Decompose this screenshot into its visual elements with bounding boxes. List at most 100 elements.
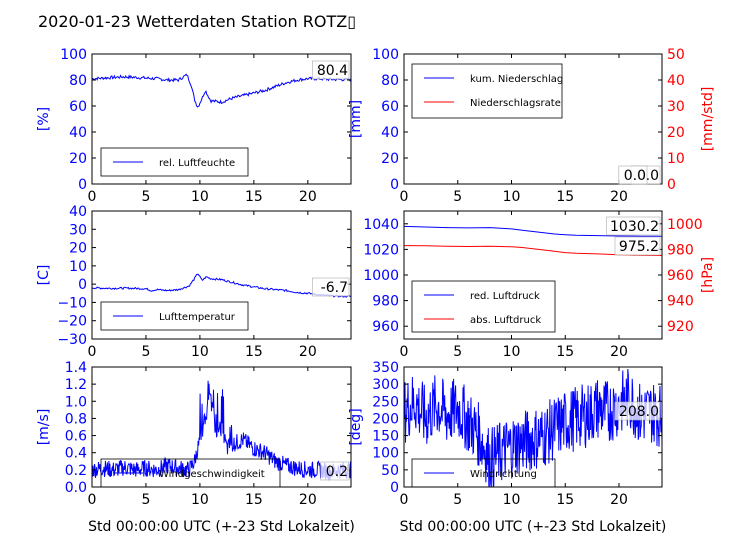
y-tick-label: 1.2 [65, 377, 87, 393]
value-annotation-box [312, 277, 350, 297]
y-axis-label: [C] [36, 265, 52, 286]
legend: Lufttemperatur [100, 301, 249, 331]
y-axis-label-right: [mm/std] [700, 87, 716, 152]
x-tick-label: 20 [299, 492, 317, 508]
y-right-tick-label: 1000 [667, 217, 703, 233]
legend: kum. Niederschlag Niederschlagsrate [411, 63, 563, 119]
y-right-tick-label: 980 [667, 242, 694, 258]
x-tick-label: 15 [245, 189, 263, 205]
y-axis-label: [mm] [348, 100, 364, 138]
y-right-tick-label: 920 [667, 319, 694, 335]
x-tick-label: 0 [400, 189, 409, 205]
series-line-pressure-0 [403, 225, 663, 237]
legend: Windgeschwindigkeit [100, 458, 281, 488]
series-line-humidity-0 [91, 73, 352, 108]
y-tick-label: 0 [390, 177, 399, 193]
x-tick-label: 10 [503, 189, 521, 205]
x-tick-label: 5 [453, 189, 462, 205]
y-tick-label: 40 [381, 125, 399, 141]
value-annotation: 80.4 [317, 63, 348, 79]
legend-box [100, 458, 281, 488]
y-tick-label: 1000 [363, 268, 399, 284]
chart-panel-humidity: 0 5 10 15 20 0 20 40 60 80 100 [%] rel. Luftfeuchte 8… [36, 47, 352, 205]
x-tick-label: 20 [299, 344, 317, 360]
axes-frame [91, 210, 352, 340]
y-tick-label: 100 [372, 47, 399, 63]
legend-box [411, 63, 563, 119]
y-tick-label: 60 [381, 99, 399, 115]
x-tick-label: 20 [610, 492, 628, 508]
y-right-tick-label: 30 [667, 99, 685, 115]
legend-box [411, 280, 556, 333]
y-tick-label: −20 [57, 314, 87, 330]
legend-label: abs. Luftdruck [470, 315, 541, 326]
y-axis-label: [%] [36, 107, 52, 131]
chart-panel-windspeed: 0 5 10 15 200.00.20.40.60.81.01.21.4[m/s]Std… [36, 360, 355, 535]
legend-box [100, 147, 249, 177]
legend-box [100, 301, 249, 331]
x-tick-label: 0 [400, 344, 409, 360]
legend-label: kum. Niederschlag [470, 74, 563, 85]
y-tick-label: 80 [381, 73, 399, 89]
value-annotation-box [618, 165, 648, 185]
x-tick-label: 5 [141, 492, 150, 508]
y-tick-label: 60 [69, 99, 87, 115]
y-tick-label: 1040 [363, 217, 399, 233]
y-tick-label: 0.8 [65, 411, 87, 427]
chart-panel-pressure: 0 5 10 15 20 960 980 1000 1020 1040 920 940 960 980 10… [363, 210, 716, 360]
y-right-tick-label: 940 [667, 294, 694, 310]
y-tick-label: 40 [69, 204, 87, 220]
x-tick-label: 15 [556, 344, 574, 360]
y-tick-label: 200 [372, 411, 399, 427]
chart-title: 2020-01-23 Wetterdaten Station ROTZ▯ [38, 12, 356, 31]
x-tick-label: 20 [299, 189, 317, 205]
value-annotation-box [312, 60, 350, 80]
y-tick-label: 350 [372, 360, 399, 376]
chart-panel-precip: 0 5 10 15 20 0 20 40 60 80 100 0 10 20 30 40 50 [mm] [mm/s… [348, 47, 716, 205]
x-tick-label: 10 [503, 344, 521, 360]
x-tick-label: 5 [453, 492, 462, 508]
x-tick-label: 15 [556, 189, 574, 205]
y-tick-label: −10 [57, 295, 87, 311]
y-tick-label: 1.4 [65, 360, 87, 376]
y-tick-label: −30 [57, 332, 87, 348]
y-tick-label: 30 [69, 222, 87, 238]
y-tick-label: 0 [78, 277, 87, 293]
y-tick-label: 20 [381, 151, 399, 167]
axes-frame [91, 53, 352, 185]
value-annotation-box [614, 401, 661, 421]
legend-label: rel. Luftfeuchte [159, 158, 235, 169]
legend-label: Lufttemperatur [159, 312, 236, 323]
y-tick-label: 10 [69, 259, 87, 275]
y-tick-label: 250 [372, 394, 399, 410]
value-annotation: 208.0 [619, 404, 659, 420]
value-annotation-box [606, 216, 661, 236]
y-tick-label: 80 [69, 73, 87, 89]
legend-label: Windrichtung [470, 469, 537, 480]
x-tick-label: 15 [245, 344, 263, 360]
value-annotation: 0.0 [624, 168, 646, 184]
y-axis-label: [m/s] [36, 409, 52, 446]
y-tick-label: 1.0 [65, 394, 87, 410]
y-tick-label: 40 [69, 125, 87, 141]
x-tick-label: 10 [191, 189, 209, 205]
y-tick-label: 20 [69, 151, 87, 167]
value-annotation: 1030.2 [610, 219, 659, 235]
x-tick-label: 20 [610, 344, 628, 360]
y-tick-label: 1020 [363, 242, 399, 258]
y-right-tick-label: 0 [667, 177, 676, 193]
y-tick-label: 0 [78, 177, 87, 193]
legend-label: Niederschlagsrate [470, 98, 561, 109]
x-tick-label: 20 [610, 189, 628, 205]
y-tick-label: 100 [60, 47, 87, 63]
series-line-temperature-0 [91, 273, 352, 298]
y-right-tick-label: 40 [667, 73, 685, 89]
y-tick-label: 0.4 [65, 446, 87, 462]
y-tick-label: 20 [69, 241, 87, 257]
y-tick-label: 0 [390, 480, 399, 496]
y-right-tick-label: 960 [667, 268, 694, 284]
value-annotation-box [320, 461, 350, 481]
x-axis-label: Std 00:00:00 UTC (+-23 Std Lokalzeit) [400, 519, 667, 535]
